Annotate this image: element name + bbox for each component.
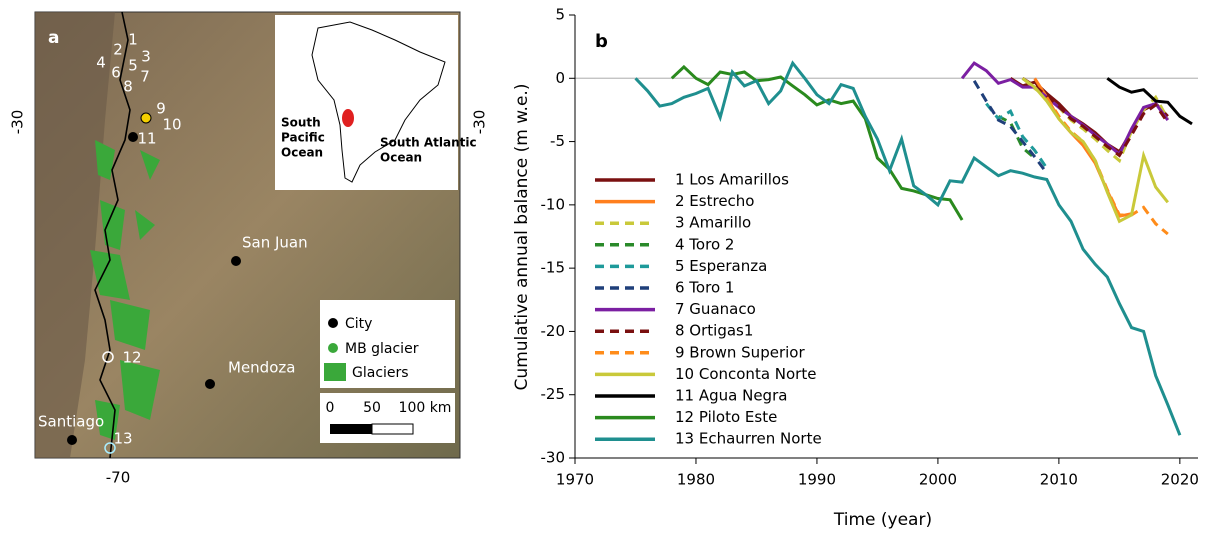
series-line (634, 60, 1182, 436)
city-dot (231, 256, 241, 266)
x-tick-label: 1970 (556, 471, 594, 489)
x-tick-label: 2010 (1040, 471, 1078, 489)
map-legend-label: MB glacier (345, 341, 419, 357)
city-label: Mendoza (228, 359, 295, 377)
x-tick-label: 2000 (919, 471, 957, 489)
panel-label: a (48, 28, 59, 48)
scale-label: 100 km (399, 400, 452, 416)
glacier-label: 12 (122, 349, 141, 367)
inset-label: Pacific (281, 131, 325, 145)
lon-label: -70 (106, 469, 131, 487)
legend-symbol (328, 343, 338, 353)
glacier-label: 5 (128, 57, 138, 75)
legend-label: 8 Ortigas1 (675, 322, 753, 340)
y-tick-label: -20 (541, 322, 566, 340)
legend-label: 12 Piloto Este (675, 408, 777, 426)
glacier-label: 6 (111, 64, 121, 82)
glacier-label: 11 (137, 130, 156, 148)
legend-symbol (328, 318, 338, 328)
lat-label: -30 (9, 110, 27, 135)
legend-symbol (324, 363, 346, 381)
x-tick-label: 1980 (677, 471, 715, 489)
legend-label: 6 Toro 1 (675, 279, 734, 297)
x-axis-label: Time (year) (833, 510, 932, 530)
city-dot (67, 435, 77, 445)
glacier-areas (90, 140, 160, 440)
glacier-label: 13 (113, 430, 132, 448)
terrain-shade (35, 12, 115, 458)
glacier-label: 9 (156, 100, 166, 118)
series-line (1021, 77, 1169, 224)
inset-label: Ocean (281, 146, 323, 160)
border-line (94, 11, 131, 459)
legend-label: 4 Toro 2 (675, 235, 734, 253)
series-line (997, 114, 1036, 160)
series-line (960, 61, 1170, 157)
y-tick-label: 0 (555, 69, 565, 87)
legend-label: 5 Esperanza (675, 257, 767, 275)
legend-label: 9 Brown Superior (675, 343, 805, 361)
map-legend-label: Glaciers (352, 365, 409, 381)
lat-label: -30 (471, 110, 489, 135)
y-tick-label: -5 (550, 132, 565, 150)
scale-label: 50 (363, 400, 381, 416)
y-tick-label: 5 (555, 6, 565, 24)
panel-label: b (595, 31, 608, 52)
glacier-markers (102, 112, 152, 454)
series-line (972, 80, 1049, 175)
scale-bar (371, 423, 414, 435)
inset-region (342, 109, 354, 127)
y-tick-label: -25 (541, 385, 566, 403)
y-tick-label: -30 (541, 449, 566, 467)
city-label: Santiago (38, 413, 104, 431)
x-tick-label: 2020 (1161, 471, 1199, 489)
inset-continent (311, 21, 446, 183)
inset-label: South Atlantic (380, 136, 477, 150)
city-dot (205, 379, 215, 389)
map-legend-label: City (345, 316, 372, 332)
legend-label: 10 Conconta Norte (675, 365, 816, 383)
legend-label: 11 Agua Negra (675, 387, 787, 405)
glacier-label: 2 (113, 41, 123, 59)
series-line (1106, 77, 1193, 126)
inset-label: Ocean (380, 151, 422, 165)
legend-label: 13 Echaurren Norte (675, 430, 822, 448)
scale-box (320, 393, 455, 443)
chart: b Time (year) Cumulative annual balance … (512, 6, 1199, 531)
glacier-label: 4 (96, 54, 106, 72)
y-tick-label: -10 (541, 195, 566, 213)
glacier-label: 3 (141, 48, 151, 66)
scale-bar (330, 424, 372, 434)
city-label: San Juan (242, 234, 308, 252)
scale-label: 0 (326, 400, 335, 416)
glacier-label: 7 (140, 68, 150, 86)
inset-label: South (281, 116, 321, 130)
y-tick-label: -15 (541, 259, 566, 277)
glacier-label: 10 (162, 116, 181, 134)
legend-label: 7 Guanaco (675, 300, 756, 318)
y-axis-label: Cumulative annual balance (m w.e.) (512, 84, 532, 391)
legend-label: 1 Los Amarillos (675, 171, 789, 189)
legend-label: 3 Amarillo (675, 214, 751, 232)
series-line (670, 64, 964, 221)
legend-label: 2 Estrecho (675, 192, 754, 210)
series-line (1021, 77, 1170, 158)
glacier-label: 8 (123, 78, 133, 96)
x-tick-label: 1990 (798, 471, 836, 489)
series-line (985, 102, 1049, 170)
glacier-label: 1 (128, 31, 138, 49)
